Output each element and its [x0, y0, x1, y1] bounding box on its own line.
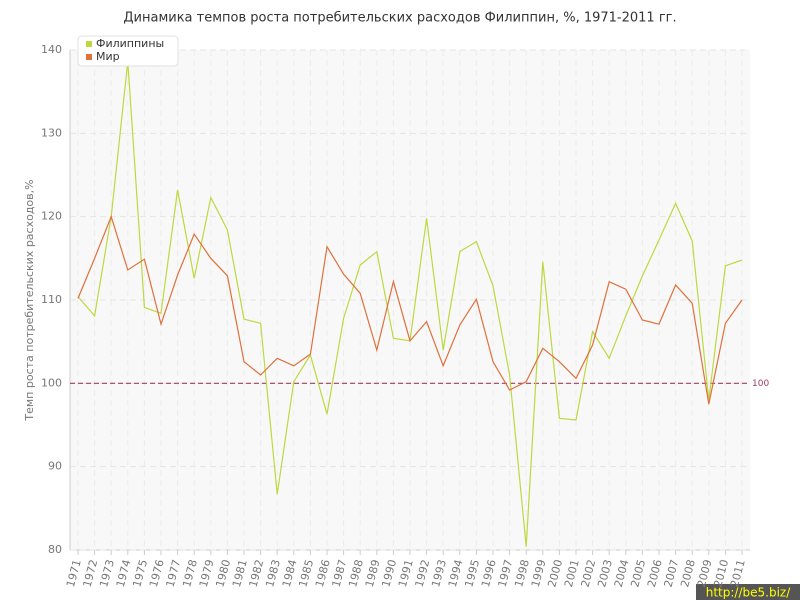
- y-tick-label: 110: [41, 293, 62, 306]
- y-axis-label: Темп роста потребительских расходов,%: [23, 179, 36, 421]
- y-tick-label: 100: [41, 376, 62, 389]
- y-tick-label: 140: [41, 43, 62, 56]
- chart-title: Динамика темпов роста потребительских ра…: [123, 11, 676, 26]
- reference-label: 100: [752, 379, 769, 389]
- legend-label: Мир: [96, 50, 120, 63]
- watermark-bg: [696, 584, 800, 600]
- series-line: [77, 214, 743, 405]
- y-tick-label: 80: [48, 543, 62, 556]
- legend-swatch: [86, 41, 92, 47]
- legend-box: [77, 35, 179, 67]
- legend-label: Филиппины: [96, 37, 164, 50]
- legend-swatch: [86, 54, 92, 60]
- y-tick-label: 90: [48, 460, 62, 473]
- y-tick-label: 130: [41, 126, 62, 139]
- watermark: http://be5.biz/: [706, 586, 791, 600]
- y-tick-label: 120: [41, 210, 62, 223]
